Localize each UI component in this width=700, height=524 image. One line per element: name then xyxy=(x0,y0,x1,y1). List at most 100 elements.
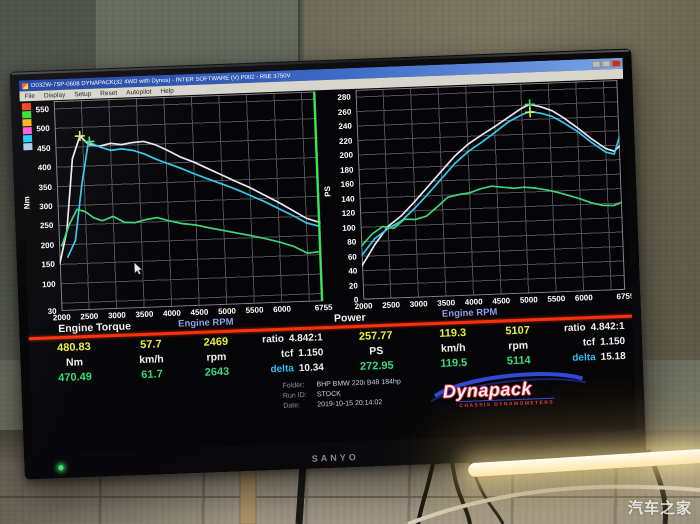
delta-label: delta xyxy=(572,352,596,364)
y-tick-label: 60 xyxy=(347,251,357,262)
mount-pole xyxy=(295,463,307,524)
x-tick-label: 3000 xyxy=(107,310,126,321)
menu-item-file[interactable]: File xyxy=(24,92,36,100)
folder-value: BHP BMW 220i B48 184hp xyxy=(316,378,401,389)
minimize-button[interactable] xyxy=(591,60,601,68)
delta-label: delta xyxy=(270,363,295,376)
x-tick-label: 2000 xyxy=(354,301,373,312)
x-tick-label: 5500 xyxy=(245,305,264,316)
rpm-value: 2469 xyxy=(203,335,229,349)
y-tick-label: 450 xyxy=(36,143,51,153)
rpm-run2-value: 5114 xyxy=(506,353,531,367)
y-tick-label: 250 xyxy=(39,221,54,231)
y-tick-label: 120 xyxy=(341,208,356,219)
app-icon xyxy=(21,82,29,89)
tcf-label: tcf xyxy=(582,337,596,349)
menu-item-setup[interactable]: Setup xyxy=(74,90,92,98)
speed-value: 57.7 xyxy=(139,337,162,351)
x-tick-label: 4000 xyxy=(464,297,483,307)
y-tick-label: 200 xyxy=(40,240,55,251)
x-tick-label: 3500 xyxy=(135,309,154,320)
ratio-label: ratio xyxy=(563,322,586,335)
speed-value: 119.3 xyxy=(438,326,467,340)
x-tick-label: 6000 xyxy=(574,293,593,303)
x-tick-label: 2500 xyxy=(80,311,99,322)
menu-item-display[interactable]: Display xyxy=(43,91,66,100)
y-tick-label: 100 xyxy=(42,279,56,289)
x-tick-label: 6755 xyxy=(616,291,635,302)
power-chart-panel: PS 280 260 240 220 200 180 160 140 120 100 80 60 40 2… xyxy=(322,80,635,325)
run-info-footer: Folder: BHP BMW 220i B48 184hp Run ID: STO… xyxy=(30,367,635,440)
x-tick-label: 5000 xyxy=(217,306,237,317)
y-tick-label: 180 xyxy=(339,165,354,175)
torque-y-axis-ticks: 550 500 450 400 350 300 250 200 150 100 30 xyxy=(20,101,60,316)
delta-value: 10.34 xyxy=(298,362,325,375)
y-tick-label: 500 xyxy=(36,124,50,134)
y-tick-label: 240 xyxy=(338,121,353,132)
y-tick-label: 220 xyxy=(338,136,353,146)
menu-item-autopilot[interactable]: Autopilot xyxy=(126,88,152,96)
x-tick-label: 4500 xyxy=(492,296,511,306)
run-info: Folder: BHP BMW 220i B48 184hp Run ID: STO… xyxy=(282,377,401,411)
y-tick-label: 400 xyxy=(37,162,52,173)
maximize-button[interactable] xyxy=(601,60,611,68)
wooden-mount-strip xyxy=(239,465,257,524)
y-tick-label: 160 xyxy=(340,179,355,190)
delta-value: 15.18 xyxy=(600,350,626,363)
x-tick-label: 5000 xyxy=(519,295,538,305)
logo-swoosh xyxy=(430,372,586,403)
x-tick-label: 4000 xyxy=(162,308,181,319)
close-button[interactable] xyxy=(611,59,621,68)
date-value: 2019-10-15 20:14:02 xyxy=(317,399,383,409)
tv-sanyo: D032W-7SP-0608 DYNAPACK(32 4WD with Dyno… xyxy=(9,48,647,480)
y-tick-label: 200 xyxy=(339,150,354,161)
rpm-unit: rpm xyxy=(206,350,227,364)
menu-item-help[interactable]: Help xyxy=(160,87,174,95)
date-label: Date: xyxy=(283,402,301,410)
speed-unit: km/h xyxy=(138,352,164,366)
power-panel-title: Power xyxy=(333,311,366,325)
y-tick-label: 40 xyxy=(348,266,358,276)
y-tick-label: 550 xyxy=(35,104,50,115)
x-tick-label: 3500 xyxy=(437,298,456,308)
power-x-axis-label: Engine RPM xyxy=(441,306,498,320)
y-tick-label: 280 xyxy=(337,92,351,103)
torque-plot-area[interactable] xyxy=(53,91,324,312)
black-cable xyxy=(450,457,472,524)
dyno-software-screen: D032W-7SP-0608 DYNAPACK(32 4WD with Dyno… xyxy=(18,57,637,454)
rpm-run2-value: 2643 xyxy=(204,365,230,379)
speed-run2-value: 119.5 xyxy=(440,356,468,370)
power-y-axis-ticks: 280 260 240 220 200 180 160 140 120 100 80 60 40 20 0 xyxy=(322,90,362,305)
x-tick-label: 2500 xyxy=(382,300,401,310)
tcf-label: tcf xyxy=(280,348,294,360)
y-tick-label: 100 xyxy=(342,223,356,233)
x-tick-label: 5500 xyxy=(547,294,566,304)
ratio-value: 4.842:1 xyxy=(288,332,323,345)
speed-run2-value: 61.7 xyxy=(141,367,163,381)
torque-run2-value: 470.49 xyxy=(58,370,93,384)
y-tick-label: 140 xyxy=(341,194,355,204)
y-tick-label: 80 xyxy=(347,237,357,247)
speed-unit: km/h xyxy=(440,341,466,355)
white-cable xyxy=(407,484,700,524)
dynapack-logo: Dynapack CHASSIS DYNAMOMETERS xyxy=(428,368,590,418)
y-tick-label: 150 xyxy=(41,260,55,270)
x-tick-label: 3000 xyxy=(409,299,428,309)
menu-item-reset[interactable]: Reset xyxy=(100,89,118,97)
run-id-value: STOCK xyxy=(316,390,342,399)
torque-x-axis-label: Engine RPM xyxy=(177,316,234,330)
y-tick-label: 350 xyxy=(38,182,53,192)
y-tick-label: 260 xyxy=(337,107,352,117)
autohome-watermark: 汽车之家 xyxy=(627,500,692,517)
rpm-value: 5107 xyxy=(505,323,531,337)
x-tick-label: 4500 xyxy=(190,307,209,318)
tcf-value: 1.150 xyxy=(599,335,626,348)
power-plot-area[interactable] xyxy=(355,80,626,300)
y-tick-label: 20 xyxy=(348,280,358,291)
power-run2-value: 272.95 xyxy=(359,359,394,373)
x-tick-label: 6000 xyxy=(272,304,292,315)
torque-chart-panel: Nm 550 500 450 400 350 300 250 200 150 100 30 2000… xyxy=(20,91,333,336)
tcf-value: 1.150 xyxy=(298,347,324,360)
ratio-label: ratio xyxy=(262,333,285,346)
